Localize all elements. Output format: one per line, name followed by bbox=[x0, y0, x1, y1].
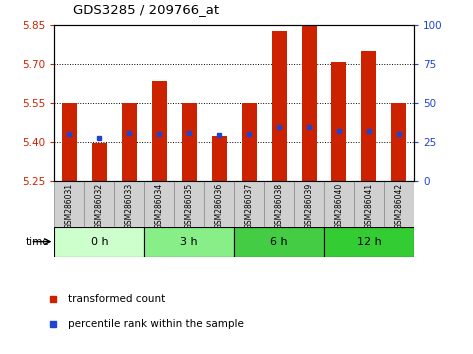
Bar bbox=[54, 227, 144, 257]
Text: GDS3285 / 209766_at: GDS3285 / 209766_at bbox=[73, 3, 219, 16]
Bar bbox=[122, 103, 137, 181]
Bar bbox=[391, 103, 406, 181]
Text: GSM286036: GSM286036 bbox=[215, 183, 224, 229]
Text: GSM286033: GSM286033 bbox=[125, 183, 134, 229]
Bar bbox=[242, 103, 256, 181]
Bar bbox=[234, 227, 324, 257]
Bar bbox=[211, 136, 227, 181]
Text: transformed count: transformed count bbox=[68, 294, 165, 304]
Text: GSM286037: GSM286037 bbox=[245, 183, 254, 229]
Text: GSM286041: GSM286041 bbox=[364, 183, 374, 229]
Bar bbox=[264, 181, 294, 250]
Text: GSM286038: GSM286038 bbox=[274, 183, 284, 229]
Bar bbox=[84, 181, 114, 250]
Text: GSM286039: GSM286039 bbox=[305, 183, 314, 229]
Bar bbox=[302, 26, 316, 181]
Bar bbox=[272, 31, 287, 181]
Bar bbox=[204, 181, 234, 250]
Text: GSM286032: GSM286032 bbox=[95, 183, 104, 229]
Text: GSM286031: GSM286031 bbox=[65, 183, 74, 229]
Bar bbox=[174, 181, 204, 250]
Bar bbox=[54, 181, 84, 250]
Text: 0 h: 0 h bbox=[90, 236, 108, 247]
Bar bbox=[144, 227, 234, 257]
Bar bbox=[114, 181, 144, 250]
Bar bbox=[182, 103, 197, 181]
Bar bbox=[92, 143, 107, 181]
Bar bbox=[152, 81, 166, 181]
Bar bbox=[294, 181, 324, 250]
Bar bbox=[62, 103, 77, 181]
Text: GSM286035: GSM286035 bbox=[184, 183, 194, 229]
Bar bbox=[234, 181, 264, 250]
Text: GSM286042: GSM286042 bbox=[394, 183, 403, 229]
Bar bbox=[332, 62, 346, 181]
Bar bbox=[324, 181, 354, 250]
Bar bbox=[384, 181, 414, 250]
Text: 3 h: 3 h bbox=[180, 236, 198, 247]
Bar bbox=[361, 51, 377, 181]
Text: time: time bbox=[26, 236, 50, 247]
Text: GSM286040: GSM286040 bbox=[334, 183, 343, 229]
Bar bbox=[144, 181, 174, 250]
Bar bbox=[324, 227, 414, 257]
Bar bbox=[354, 181, 384, 250]
Text: percentile rank within the sample: percentile rank within the sample bbox=[68, 319, 244, 329]
Text: 12 h: 12 h bbox=[357, 236, 381, 247]
Text: GSM286034: GSM286034 bbox=[155, 183, 164, 229]
Text: 6 h: 6 h bbox=[270, 236, 288, 247]
